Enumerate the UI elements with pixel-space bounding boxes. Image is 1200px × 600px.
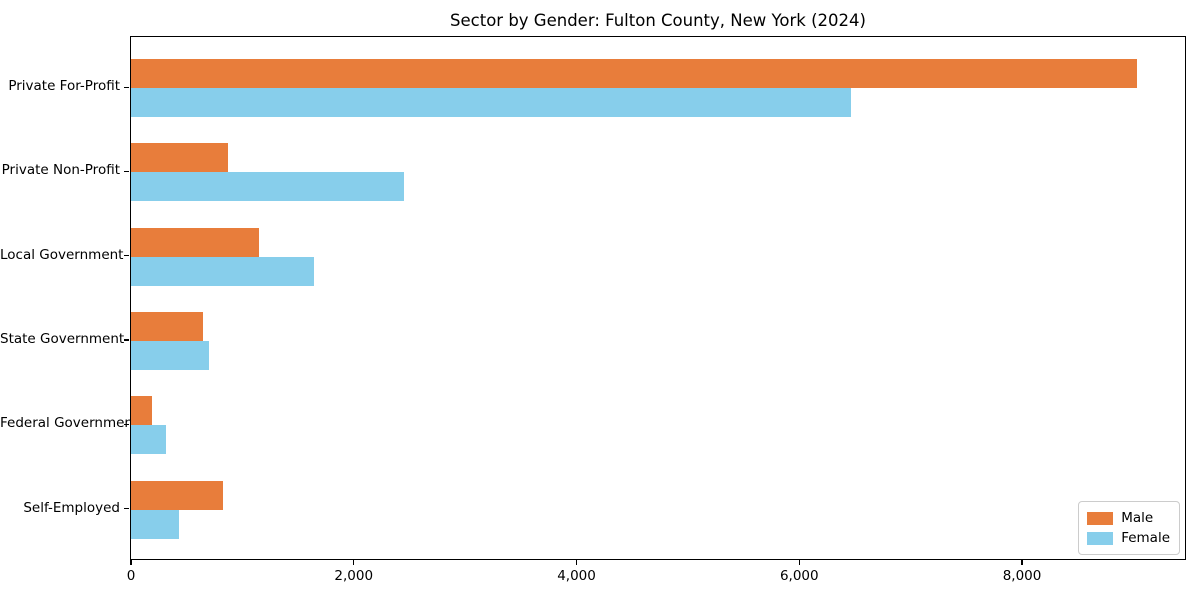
legend-item-male: Male [1087,508,1170,528]
y-axis-label: Private For-Profit [8,78,120,94]
chart-title: Sector by Gender: Fulton County, New Yor… [450,11,866,30]
bar-male-2 [131,143,228,173]
bar-female-2 [131,172,404,202]
y-axis-label: Self-Employed [23,499,120,516]
x-tick-mark [1021,560,1023,565]
bar-male-3 [131,227,260,257]
bar-female-5 [131,425,166,455]
legend: Male Female [1078,501,1180,555]
male-color-swatch [1087,511,1114,525]
x-tick-mark [130,560,132,565]
plot-area: 0 2,000 4,000 6,000 8,000 Male Female [127,36,1186,584]
x-tick-label: 6,000 [779,568,819,584]
x-tick-label: 0 [126,568,136,584]
bar-male-1 [131,59,1137,88]
x-tick-label: 2,000 [334,568,374,584]
bar-female-6 [131,509,180,539]
bar-male-6 [131,480,224,510]
y-tick-mark [124,255,129,257]
y-axis-label: State Government [0,330,125,347]
y-axis-label: Local Government [0,246,124,263]
female-color-swatch [1087,531,1114,545]
x-tick-mark [353,560,355,565]
y-tick-mark [124,339,129,341]
y-tick-mark [124,86,129,88]
bar-male-4 [131,311,204,341]
legend-label-male: Male [1121,510,1154,526]
y-tick-mark [124,423,129,425]
y-axis-label: Private Non-Profit [1,162,120,179]
bar-female-4 [131,340,209,370]
y-tick-mark [124,170,129,173]
legend-label-female: Female [1121,530,1170,546]
y-tick-mark [124,508,129,510]
y-axis-label: Federal Government [0,415,139,432]
bar-female-1 [131,88,851,117]
x-tick-mark [798,560,800,565]
legend-item-female: Female [1087,528,1170,548]
x-tick-label: 8,000 [1002,568,1042,584]
x-tick-mark [575,560,578,565]
x-tick-label: 4,000 [557,568,596,584]
bar-female-3 [131,256,314,286]
bar-male-5 [131,396,153,426]
